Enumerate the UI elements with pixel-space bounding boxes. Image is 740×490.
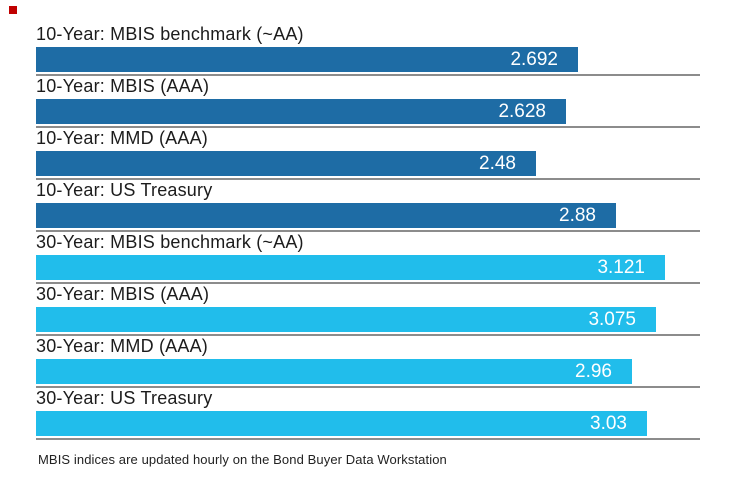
chart-row: 10-Year: MMD (AAA) 2.48 <box>36 128 704 180</box>
bar: 2.48 <box>36 151 536 176</box>
red-marker <box>9 6 17 14</box>
bar-value-label: 3.03 <box>590 412 627 434</box>
bar-value-label: 2.692 <box>510 48 558 70</box>
row-separator <box>36 230 700 232</box>
bar-value-label: 2.88 <box>559 204 596 226</box>
chart-row: 10-Year: MBIS benchmark (~AA) 2.692 <box>36 24 704 76</box>
bar-category-label: 30-Year: US Treasury <box>36 388 213 408</box>
bar-category-label: 10-Year: MBIS (AAA) <box>36 76 210 96</box>
row-separator <box>36 386 700 388</box>
bar-value-label: 2.48 <box>479 152 516 174</box>
bar-category-label: 10-Year: US Treasury <box>36 180 213 200</box>
bar-value-label: 3.121 <box>597 256 645 278</box>
bar: 2.628 <box>36 99 566 124</box>
chart-row: 10-Year: US Treasury 2.88 <box>36 180 704 232</box>
row-separator <box>36 74 700 76</box>
row-separator <box>36 178 700 180</box>
bar: 2.88 <box>36 203 616 228</box>
bar: 2.96 <box>36 359 632 384</box>
chart-row: 30-Year: MBIS benchmark (~AA) 3.121 <box>36 232 704 284</box>
bar-value-label: 2.96 <box>575 360 612 382</box>
bar-category-label: 10-Year: MBIS benchmark (~AA) <box>36 24 304 44</box>
bar: 2.692 <box>36 47 578 72</box>
bar-value-label: 3.075 <box>588 308 636 330</box>
bar: 3.121 <box>36 255 665 280</box>
row-separator <box>36 126 700 128</box>
bar-category-label: 30-Year: MBIS benchmark (~AA) <box>36 232 304 252</box>
bar: 3.075 <box>36 307 656 332</box>
row-separator <box>36 438 700 440</box>
row-separator <box>36 282 700 284</box>
chart-row: 30-Year: US Treasury 3.03 <box>36 388 704 440</box>
chart-rows: 10-Year: MBIS benchmark (~AA) 2.692 10-Y… <box>36 24 704 467</box>
chart-footnote: MBIS indices are updated hourly on the B… <box>38 452 447 467</box>
chart-row: 30-Year: MBIS (AAA) 3.075 <box>36 284 704 336</box>
chart-row: 30-Year: MMD (AAA) 2.96 <box>36 336 704 388</box>
bar-value-label: 2.628 <box>498 100 546 122</box>
chart-row: 10-Year: MBIS (AAA) 2.628 <box>36 76 704 128</box>
bar: 3.03 <box>36 411 647 436</box>
row-separator <box>36 334 700 336</box>
bar-category-label: 10-Year: MMD (AAA) <box>36 128 208 148</box>
bar-category-label: 30-Year: MMD (AAA) <box>36 336 208 356</box>
bar-category-label: 30-Year: MBIS (AAA) <box>36 284 210 304</box>
